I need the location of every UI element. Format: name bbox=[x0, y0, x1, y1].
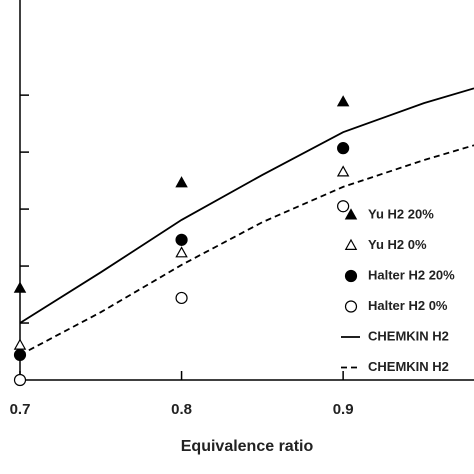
legend-symbol bbox=[344, 269, 358, 283]
line-series bbox=[19, 87, 474, 324]
legend-symbol bbox=[344, 300, 358, 313]
marker bbox=[175, 176, 188, 188]
x-tick-label: 0.7 bbox=[10, 401, 31, 418]
legend-label: Yu H2 20% bbox=[368, 206, 434, 221]
marker bbox=[175, 246, 188, 258]
legend-symbol bbox=[344, 208, 358, 220]
x-axis-label: Equivalence ratio bbox=[181, 438, 314, 455]
legend-label: Yu H2 0% bbox=[368, 237, 427, 252]
legend-label: Halter H2 0% bbox=[368, 298, 448, 313]
marker bbox=[336, 95, 350, 107]
marker bbox=[13, 338, 27, 350]
marker bbox=[337, 142, 350, 155]
marker bbox=[337, 200, 350, 213]
marker bbox=[175, 291, 188, 305]
x-tick-label: 0.9 bbox=[333, 401, 354, 418]
marker bbox=[336, 165, 350, 177]
legend-label: CHEMKIN H2 bbox=[368, 359, 449, 374]
legend-label: Halter H2 20% bbox=[368, 267, 455, 282]
legend-label: CHEMKIN H2 bbox=[368, 328, 449, 343]
marker bbox=[13, 281, 27, 293]
marker bbox=[13, 373, 27, 387]
line-series bbox=[19, 144, 474, 356]
x-tick-label: 0.8 bbox=[171, 401, 192, 418]
legend-symbol bbox=[344, 238, 358, 250]
marker bbox=[175, 233, 188, 246]
